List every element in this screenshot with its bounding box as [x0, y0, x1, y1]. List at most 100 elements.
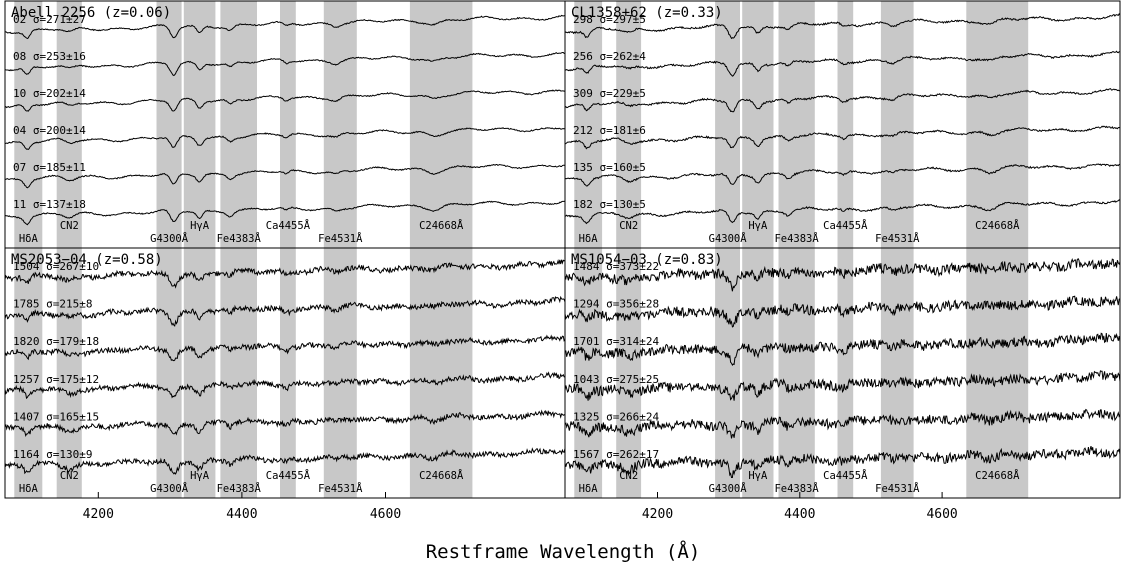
- spectrum-label: 1325 σ=266±24: [573, 410, 659, 423]
- spectrum-line: [4, 14, 565, 40]
- spectrum-line: [4, 89, 566, 112]
- panel-title: CL1358+62 (z=0.33): [571, 5, 723, 21]
- index-band-2: [616, 248, 642, 498]
- spectrum-line: [4, 409, 566, 438]
- index-band-5: [220, 1, 257, 248]
- x-axis-label: Restframe Wavelength (Å): [426, 540, 701, 563]
- spectrum-label: 256 σ=262±4: [573, 50, 646, 63]
- index-band-4: [742, 1, 774, 248]
- panel-3: 1504 σ=267±10 1785 σ=215±8 1820 σ=179±18 12…: [4, 247, 566, 499]
- index-band-1: [14, 248, 43, 498]
- panel-title: MS2053−04 (z=0.58): [11, 252, 163, 268]
- spectrum-line: [4, 258, 566, 289]
- spectrum-label: 1701 σ=314±24: [573, 335, 659, 348]
- spectrum-label: 02 σ=271±27: [13, 13, 86, 26]
- band-label: HγA: [748, 220, 768, 232]
- spectrum-label: 309 σ=229±5: [573, 87, 646, 100]
- band-label: Fe4531Å: [318, 232, 363, 245]
- index-band-1: [574, 248, 603, 498]
- index-band-8: [966, 248, 1029, 498]
- index-band-5: [778, 248, 815, 498]
- index-band-2: [56, 1, 82, 248]
- spectrum-label: 1294 σ=356±28: [573, 298, 659, 311]
- band-label: HγA: [190, 470, 210, 482]
- band-label: Fe4531Å: [875, 232, 920, 245]
- spectrum-line: [4, 334, 566, 362]
- spectrum-line: [564, 163, 1121, 187]
- spectrum-line: [564, 258, 1121, 292]
- spectrum-label: 1164 σ=130±9: [13, 448, 92, 461]
- spectrum-label: 1785 σ=215±8: [13, 298, 92, 311]
- band-label: G4300Å: [150, 482, 189, 495]
- x-tick-label: 4400: [226, 507, 257, 522]
- spectrum-label: 1043 σ=275±25: [573, 373, 659, 386]
- index-band-3: [156, 1, 182, 248]
- index-band-7: [323, 1, 357, 248]
- panel-2: 298 σ=297±5 256 σ=262±4 309 σ=229±5 212 σ=1…: [564, 0, 1121, 249]
- index-band-1: [14, 1, 43, 248]
- spectrum-label: 1484 σ=373±22: [573, 260, 659, 273]
- spectrum-label: 10 σ=202±14: [13, 87, 86, 100]
- spectrum-line: [564, 125, 1121, 150]
- spectrum-line: [564, 408, 1121, 439]
- spectrum-label: 11 σ=137±18: [13, 198, 86, 211]
- band-label: Ca4455Å: [266, 469, 311, 482]
- band-label: HγA: [190, 220, 210, 232]
- band-label: Ca4455Å: [823, 219, 868, 232]
- spectrum-line: [4, 295, 566, 327]
- index-band-1: [574, 1, 603, 248]
- band-label: Fe4531Å: [318, 482, 363, 495]
- index-band-8: [409, 1, 473, 248]
- spectrum-label: 212 σ=181±6: [573, 124, 646, 137]
- band-label: HδA: [19, 233, 39, 245]
- x-tick-label: 4400: [784, 507, 815, 522]
- panel-title: MS1054−03 (z=0.83): [571, 252, 723, 268]
- panel-frame: [564, 247, 1121, 499]
- index-band-6: [837, 248, 854, 498]
- index-band-3: [715, 1, 740, 248]
- index-band-7: [323, 248, 357, 498]
- index-band-7: [880, 1, 914, 248]
- band-label: G4300Å: [709, 482, 748, 495]
- spectrum-label: 1407 σ=165±15: [13, 410, 99, 423]
- spectrum-label: 182 σ=130±5: [573, 198, 646, 211]
- spectrum-label: 298 σ=297±5: [573, 13, 646, 26]
- spectrum-line: [4, 371, 566, 400]
- spectrum-label: 135 σ=160±5: [573, 161, 646, 174]
- index-band-7: [880, 248, 914, 498]
- band-label: Fe4383Å: [217, 232, 262, 245]
- spectrum-line: [564, 12, 1121, 40]
- index-band-3: [715, 248, 740, 498]
- index-band-8: [409, 248, 473, 498]
- spectrum-line: [4, 200, 566, 226]
- band-label: HδA: [579, 483, 599, 495]
- panel-4: 1484 σ=373±22 1294 σ=356±28 1701 σ=314±24 1…: [564, 247, 1121, 499]
- spectrum-line: [4, 163, 566, 189]
- band-label: Ca4455Å: [266, 219, 311, 232]
- band-label: HδA: [19, 483, 39, 495]
- spectrum-label: 1504 σ=267±10: [13, 260, 99, 273]
- index-band-6: [837, 1, 854, 248]
- band-label: Fe4383Å: [217, 482, 262, 495]
- spectrum-label: 1257 σ=175±12: [13, 373, 99, 386]
- spectrum-line: [564, 88, 1121, 113]
- spectrum-line: [564, 199, 1121, 225]
- x-tick-label: 4600: [926, 507, 957, 522]
- spectrum-line: [564, 370, 1121, 401]
- spectrum-line: [564, 295, 1121, 328]
- spectrum-label: 1567 σ=262±17: [573, 448, 659, 461]
- band-label: G4300Å: [709, 232, 748, 245]
- band-label: C24668Å: [975, 469, 1020, 482]
- index-band-4: [742, 248, 774, 498]
- band-label: G4300Å: [150, 232, 189, 245]
- spectrum-label: 04 σ=200±14: [13, 124, 86, 137]
- band-label: CN2: [619, 470, 638, 482]
- index-band-8: [966, 1, 1029, 248]
- band-label: HδA: [579, 233, 599, 245]
- spectrum-label: 08 σ=253±16: [13, 50, 86, 63]
- index-band-2: [616, 1, 642, 248]
- index-band-5: [778, 1, 815, 248]
- spectrum-line: [564, 50, 1120, 77]
- x-tick-label: 4200: [83, 507, 114, 522]
